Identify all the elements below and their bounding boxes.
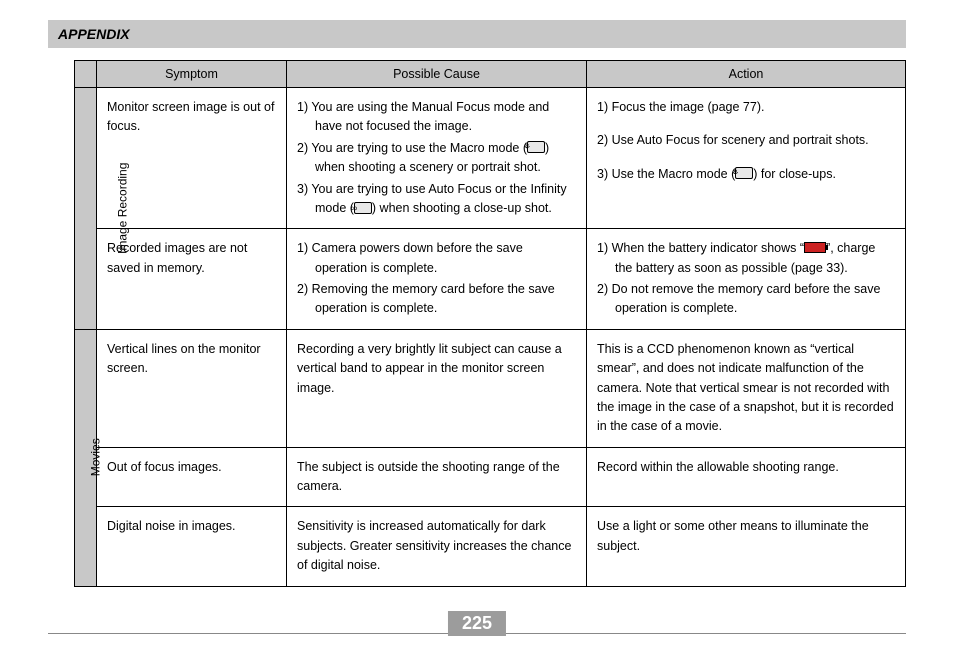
action-cell: This is a CCD phenomenon known as “verti… (587, 329, 906, 447)
table-wrapper: Symptom Possible Cause Action Image Reco… (48, 60, 906, 587)
table-row: Out of focus images. The subject is outs… (75, 447, 906, 507)
action-item: 1) When the battery indicator shows “”, … (597, 239, 895, 278)
category-label: Image Recording (113, 162, 132, 253)
troubleshooting-table: Symptom Possible Cause Action Image Reco… (74, 60, 906, 587)
table-row: Movies Vertical lines on the monitor scr… (75, 329, 906, 447)
action-item: 1) Focus the image (page 77). (597, 98, 895, 117)
table-row: Image Recording Monitor screen image is … (75, 88, 906, 229)
table-header-row: Symptom Possible Cause Action (75, 61, 906, 88)
cause-cell: 1) You are using the Manual Focus mode a… (287, 88, 587, 229)
cause-item: 3) You are trying to use Auto Focus or t… (297, 180, 576, 219)
text-run: 1) When the battery indicator shows “ (597, 241, 804, 255)
action-item: 2) Do not remove the memory card before … (597, 280, 895, 319)
header-blank (75, 61, 97, 88)
table-row: Digital noise in images. Sensitivity is … (75, 507, 906, 586)
infinity-icon: ∞ (354, 202, 372, 214)
action-cell: 1) When the battery indicator shows “”, … (587, 229, 906, 330)
symptom-cell: Digital noise in images. (97, 507, 287, 586)
action-cell: 1) Focus the image (page 77). 2) Use Aut… (587, 88, 906, 229)
cause-cell: Recording a very brightly lit subject ca… (287, 329, 587, 447)
macro-icon: ⚘ (735, 167, 753, 179)
header-cause: Possible Cause (287, 61, 587, 88)
cause-cell: The subject is outside the shooting rang… (287, 447, 587, 507)
symptom-cell: Out of focus images. (97, 447, 287, 507)
text-run: 3) Use the Macro mode ( (597, 167, 735, 181)
symptom-cell: Vertical lines on the monitor screen. (97, 329, 287, 447)
action-item: 3) Use the Macro mode (⚘) for close-ups. (597, 165, 895, 184)
cause-item: 2) Removing the memory card before the s… (297, 280, 576, 319)
text-run: ) when shooting a close-up shot. (372, 201, 552, 215)
header-symptom: Symptom (97, 61, 287, 88)
action-cell: Record within the allowable shooting ran… (587, 447, 906, 507)
table-row: Recorded images are not saved in memory.… (75, 229, 906, 330)
page-footer: 225 (48, 631, 906, 634)
category-movies: Movies (75, 329, 97, 586)
cause-cell: 1) Camera powers down before the save op… (287, 229, 587, 330)
cause-item: 2) You are trying to use the Macro mode … (297, 139, 576, 178)
page-number: 225 (448, 611, 506, 636)
battery-low-icon (804, 242, 826, 253)
action-item: 2) Use Auto Focus for scenery and portra… (597, 131, 895, 150)
cause-item: 1) Camera powers down before the save op… (297, 239, 576, 278)
cause-item: 1) You are using the Manual Focus mode a… (297, 98, 576, 137)
action-cell: Use a light or some other means to illum… (587, 507, 906, 586)
category-image-recording: Image Recording (75, 88, 97, 330)
cause-cell: Sensitivity is increased automatically f… (287, 507, 587, 586)
category-label: Movies (87, 438, 106, 476)
text-run: ) for close-ups. (753, 167, 836, 181)
macro-icon: ⚘ (527, 141, 545, 153)
text-run: 2) You are trying to use the Macro mode … (297, 141, 527, 155)
header-action: Action (587, 61, 906, 88)
section-title: APPENDIX (48, 20, 906, 48)
